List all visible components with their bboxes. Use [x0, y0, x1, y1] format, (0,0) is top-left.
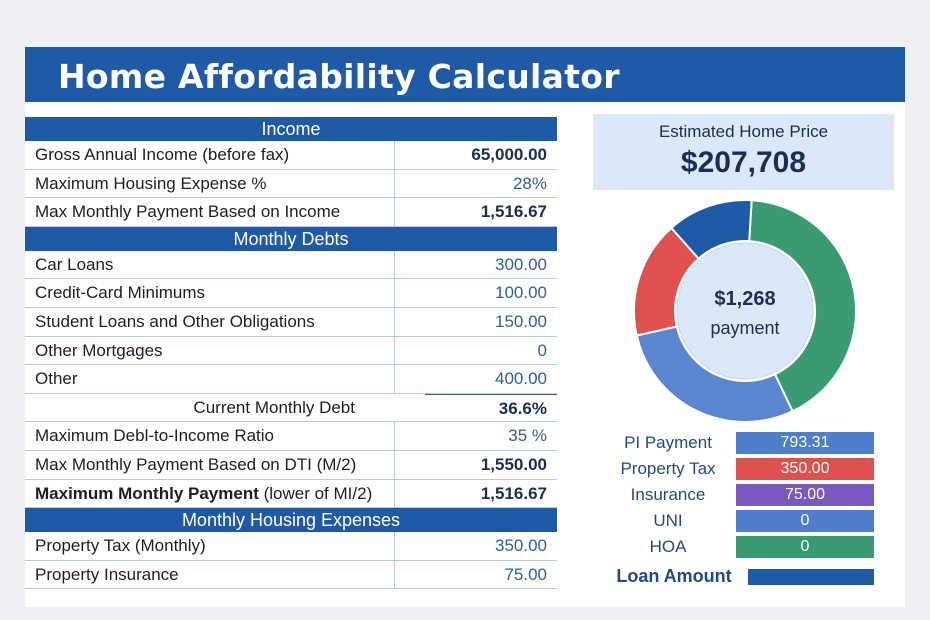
- car-loans-input[interactable]: 300.00: [495, 254, 547, 274]
- estimated-price-label: Estimated Home Price: [658, 122, 829, 141]
- row-label: Property Insurance: [25, 560, 395, 589]
- max-payment-dti-value: 1,550.00: [480, 454, 547, 474]
- table-row: Car Loans 300.00: [25, 250, 557, 280]
- breakdown-label: PI Payment: [624, 433, 712, 452]
- donut-segment-blue: [635, 325, 794, 423]
- breakdown-row: PI Payment 793.31: [600, 430, 890, 456]
- max-monthly-payment-value: 1,516.67: [480, 483, 547, 503]
- breakdown-label: HOA: [649, 537, 687, 556]
- breakdown-row: Property Tax 350.00: [600, 456, 890, 482]
- row-label: Property Tax (Monthly): [25, 532, 395, 560]
- donut-segment-green: [748, 199, 857, 413]
- payment-breakdown: PI Payment 793.31 Property Tax 350.00 In…: [600, 430, 890, 560]
- row-label: Student Loans and Other Obligations: [25, 307, 395, 336]
- row-label: Max Monthly Payment Based on Income: [25, 198, 395, 226]
- table-row: Maximum Housing Expense % 28%: [25, 169, 557, 199]
- breakdown-label: Property Tax: [620, 459, 716, 478]
- pi-payment-value: 793.31: [736, 432, 874, 454]
- page-title: Home Affordability Calculator: [58, 57, 620, 96]
- uni-value: 0: [736, 510, 874, 532]
- breakdown-row: Insurance 75.00: [600, 482, 890, 508]
- property-tax-input[interactable]: 350.00: [495, 536, 547, 556]
- property-tax-value: 350.00: [736, 458, 874, 480]
- table-row: Current Monthly Debt 36.6%: [25, 393, 557, 423]
- row-label: Credit-Card Minimums: [25, 279, 395, 307]
- table-row: Gross Annual Income (before fax) 65,000.…: [25, 141, 557, 170]
- row-label: Max Monthly Payment Based on DTI (M/2): [25, 450, 395, 479]
- max-dti-input[interactable]: 35 %: [508, 426, 547, 446]
- payment-donut-chart: $1,268 payment: [633, 199, 857, 423]
- gross-income-input[interactable]: 65,000.00: [471, 145, 547, 164]
- breakdown-row: UNI 0: [600, 508, 890, 534]
- row-label: Gross Annual Income (before fax): [25, 141, 395, 169]
- property-insurance-input[interactable]: 75.00: [504, 564, 547, 584]
- section-header-debts: Monthly Debts: [25, 226, 557, 251]
- credit-card-input[interactable]: 100.00: [495, 283, 547, 303]
- title-bar: Home Affordability Calculator: [25, 47, 905, 102]
- table-row: Student Loans and Other Obligations 150.…: [25, 307, 557, 337]
- current-debt-value: 36.6%: [425, 393, 557, 422]
- other-debt-input[interactable]: 400.00: [495, 369, 547, 389]
- row-label: Current Monthly Debt: [193, 397, 355, 417]
- donut-segment-navy: [669, 199, 753, 261]
- donut-center: [676, 242, 814, 380]
- section-header-income: Income: [25, 117, 557, 141]
- donut-center-label: payment: [710, 318, 779, 338]
- table-row: Maximum Monthly Payment (lower of MI/2) …: [25, 479, 557, 509]
- max-payment-income-value: 1,516.67: [480, 202, 547, 222]
- table-row: Credit-Card Minimums 100.00: [25, 279, 557, 308]
- table-row: Property Insurance 75.00: [25, 560, 557, 590]
- table-row: Max Monthly Payment Based on DTI (M/2) 1…: [25, 450, 557, 480]
- student-loans-input[interactable]: 150.00: [495, 311, 547, 331]
- table-row: Max Monthly Payment Based on Income 1,51…: [25, 198, 557, 227]
- row-label: Other: [25, 365, 395, 393]
- housing-expense-pct-input[interactable]: 28%: [512, 173, 547, 193]
- insurance-value: 75.00: [736, 484, 874, 506]
- row-label-strong: Maximum Monthly Payment: [35, 483, 259, 503]
- inputs-table: Income Gross Annual Income (before fax) …: [25, 117, 557, 590]
- loan-amount-label: Loan Amount: [616, 566, 732, 586]
- breakdown-label: UNI: [653, 511, 683, 530]
- row-label-note: (lower of MI/2): [258, 483, 373, 503]
- breakdown-label: Insurance: [630, 485, 706, 504]
- table-row: Maximum Debl-to-Income Ratio 35 %: [25, 422, 557, 451]
- estimated-price-value: $207,708: [680, 146, 807, 179]
- row-label: Maximum Debl-to-Income Ratio: [25, 422, 395, 450]
- estimated-price-panel: Estimated Home Price $207,708: [593, 114, 894, 190]
- hoa-value: 0: [736, 536, 874, 558]
- donut-center-value: $1,268: [714, 288, 775, 310]
- breakdown-row: HOA 0: [600, 534, 890, 560]
- row-label: Maximum Housing Expense %: [25, 169, 395, 198]
- row-label: Car Loans: [25, 250, 395, 279]
- table-row: Other 400.00: [25, 365, 557, 394]
- table-row: Other Mortgages 0: [25, 336, 557, 366]
- loan-amount-bar: [748, 568, 874, 585]
- table-row: Property Tax (Monthly) 350.00: [25, 532, 557, 561]
- row-label: Maximum Monthly Payment (lower of MI/2): [25, 479, 395, 508]
- other-mortgages-input[interactable]: 0: [537, 340, 547, 360]
- row-label: Other Mortgages: [25, 336, 395, 365]
- loan-amount-row: Loan Amount: [600, 566, 890, 587]
- section-header-housing: Monthly Housing Expenses: [25, 508, 557, 533]
